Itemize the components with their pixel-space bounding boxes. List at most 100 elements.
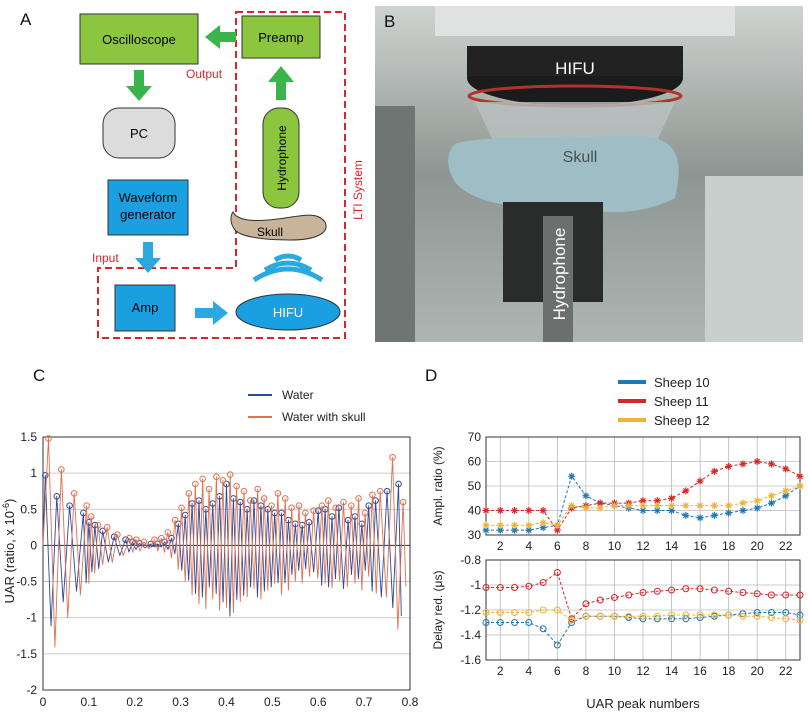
d-top-star-stroke: [625, 502, 632, 509]
d-top-star-marker: [668, 502, 676, 510]
d-top-star-stroke: [483, 522, 489, 529]
c-peak-marker: [254, 485, 261, 493]
d-bottom-circle-marker: [525, 609, 533, 616]
c-xtick-label: 0.6: [310, 695, 327, 709]
d-top-star-marker: [767, 492, 775, 500]
d-top-star-stroke: [611, 502, 618, 509]
d-top-star-stroke: [597, 500, 604, 507]
d-bottom-xtick-label: 22: [779, 664, 793, 678]
d-bottom-ylabel: Delay red. (μs): [431, 571, 445, 650]
d-bottom-xtick-label: 6: [554, 664, 561, 678]
d-top-star-stroke: [597, 505, 604, 511]
c-peak-marker: [132, 536, 140, 543]
c-peak-marker: [205, 485, 213, 493]
lti-system-boundary: [97, 11, 346, 339]
c-peak-marker: [158, 534, 165, 542]
c-legend-label: Water with skull: [282, 410, 366, 424]
panel-letter-c: C: [33, 366, 46, 385]
oscilloscope-label: Oscilloscope: [102, 32, 176, 47]
d-top-star-marker: [511, 507, 519, 514]
d-top-star-marker: [482, 507, 490, 514]
d-top-xtick-label: 8: [583, 539, 590, 553]
d-top-star-marker: [653, 507, 661, 514]
hifu-ring: [467, 46, 683, 76]
d-top-star-marker: [653, 497, 661, 505]
d-top-star-stroke: [782, 488, 789, 494]
c-peak-marker: [53, 492, 61, 500]
photo-hydrophone-label: Hydrophone: [550, 228, 569, 321]
d-bottom-xtick-label: 16: [693, 664, 707, 678]
photo-left-frame: [375, 106, 415, 342]
d-bottom-circle-marker: [682, 615, 690, 623]
arrow-preamp-to-oscilloscope: [205, 25, 236, 49]
d-bottom-circle-marker: [511, 584, 519, 591]
c-plot-frame: [42, 436, 411, 691]
c-peak-marker: [347, 502, 355, 509]
d-top-star-marker: [696, 477, 704, 485]
amp-box: [114, 284, 176, 332]
d-top-star-marker: [725, 502, 733, 510]
d-bottom-ytick-label: -1.6: [460, 653, 481, 667]
c-peak-marker: [70, 490, 78, 497]
hydrophone-rod: [543, 216, 573, 342]
d-top-star-marker: [725, 462, 733, 470]
c-peak-marker: [325, 497, 332, 504]
photo-right-lab-equipment: [705, 176, 803, 342]
d-bottom-circle-marker: [511, 619, 519, 626]
d-top-star-stroke: [554, 522, 561, 529]
d-bottom-circle-marker: [496, 619, 504, 626]
d-bottom-xtick-label: 10: [608, 664, 622, 678]
c-peak-marker: [103, 524, 111, 531]
d-top-star-marker: [653, 502, 661, 510]
c-xtick-label: 0.8: [402, 695, 419, 709]
d-bottom-circle-marker: [739, 589, 747, 596]
c-peak-marker: [376, 487, 384, 495]
d-top-ytick-label: 70: [468, 430, 482, 444]
c-ylabel-exponent: -6: [1, 503, 11, 511]
d-top-star-stroke: [697, 502, 703, 509]
c-peak-marker: [233, 482, 240, 490]
chart-c: 1.510.50-0.5-1-1.5-20 0.1 0.2 0.3 0.4 0.5 0.6 0…: [1, 388, 419, 709]
chart-d: 70 60 50 40 30 2 4 6 8 10 12 14 16 18 20 22 Ampl. ratio …: [431, 375, 804, 711]
d-top-ytick-label: 40: [468, 504, 482, 518]
hifu-label: HIFU: [273, 305, 303, 320]
d-top-star-stroke: [654, 502, 661, 509]
d-top-star-marker: [639, 497, 647, 505]
d-bottom-circle-marker: [696, 611, 704, 619]
hifu-transducer: [235, 293, 341, 331]
d-top-star-stroke: [782, 492, 789, 499]
d-bottom-circle-marker: [767, 591, 775, 599]
skull-shape: [230, 211, 327, 241]
d-bottom-circle-marker: [610, 612, 618, 620]
d-bottom-circle-marker: [539, 625, 547, 633]
generator-label: generator: [120, 207, 176, 222]
d-bottom-circle-marker: [610, 594, 618, 601]
pc-label: PC: [130, 126, 148, 141]
photo-hifu-label: HIFU: [555, 59, 595, 78]
d-top-xtick-label: 12: [636, 539, 650, 553]
d-bottom-circle-marker: [796, 591, 804, 599]
d-bottom-xtick-label: 20: [751, 664, 765, 678]
skull-label: Skull: [257, 225, 283, 239]
d-legend-label: Sheep 11: [654, 394, 709, 409]
c-xtick-label: 0.1: [81, 695, 98, 709]
preamp-box: [241, 15, 321, 59]
d-top-star-stroke: [583, 492, 589, 499]
d-top-ytick-label: 50: [468, 479, 482, 493]
waveform-generator-box: [107, 179, 189, 236]
d-bottom-ytick-label: -1.4: [460, 628, 481, 642]
d-top-star-stroke: [554, 527, 561, 533]
d-top-star-stroke: [640, 502, 646, 509]
c-peak-marker: [192, 480, 199, 488]
d-legend-label: Sheep 12: [654, 413, 710, 428]
d-top-star-marker: [753, 504, 761, 512]
arrow-oscilloscope-to-pc: [126, 70, 152, 101]
c-ytick-label: -2: [26, 683, 37, 697]
d-top-star-marker: [553, 526, 561, 534]
c-peak-marker: [389, 453, 396, 461]
d-bottom-circle-marker: [753, 612, 761, 620]
c-peak-marker: [340, 498, 347, 506]
d-top-star-marker: [682, 487, 690, 495]
d-bottom-xtick-label: 4: [525, 664, 532, 678]
d-top-star-stroke: [497, 522, 504, 529]
